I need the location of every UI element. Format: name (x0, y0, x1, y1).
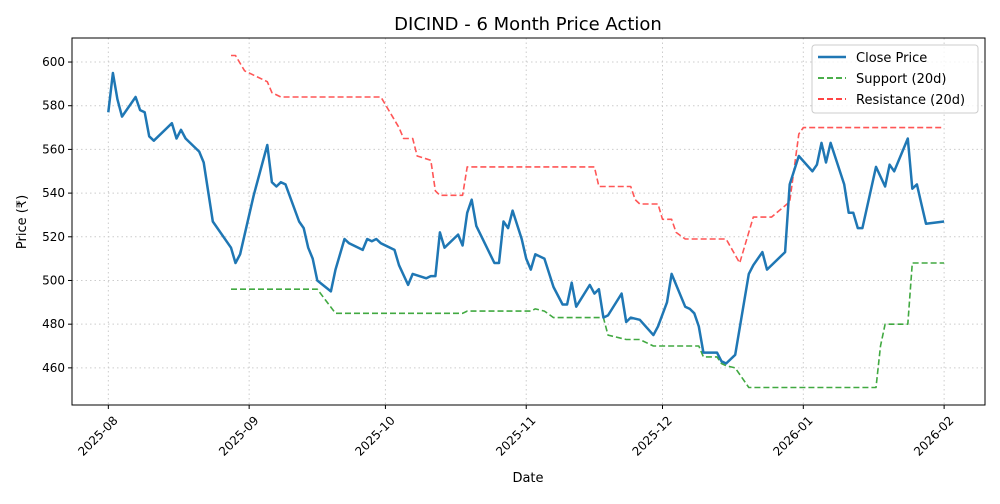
x-axis: 2025-08 2025-09 2025-10 2025-11 2025-12 2026-… (75, 405, 956, 459)
x-tick-label: 2026-02 (911, 413, 956, 458)
y-tick-label: 500 (42, 273, 65, 287)
x-axis-label: Date (512, 471, 543, 486)
y-tick-label: 480 (42, 317, 65, 331)
y-axis-label: Price (₹) (15, 195, 30, 249)
support-line (231, 262, 945, 389)
x-tick-label: 2026-01 (770, 413, 815, 458)
y-tick-label: 560 (42, 142, 65, 156)
legend: Close Price Support (20d) Resistance (20… (811, 44, 979, 114)
legend-box (811, 44, 979, 114)
resistance-line (231, 54, 945, 264)
x-tick-label: 2025-09 (216, 413, 261, 458)
close-price-line (107, 71, 945, 365)
y-tick-label: 460 (42, 361, 65, 375)
y-tick-label: 540 (42, 186, 65, 200)
legend-label-support: Support (20d) (856, 72, 946, 87)
x-tick-label: 2025-10 (352, 413, 397, 458)
y-axis: 460 480 500 520 540 560 580 600 (42, 55, 72, 375)
legend-label-resistance: Resistance (20d) (856, 93, 965, 108)
chart-title: DICIND - 6 Month Price Action (394, 14, 662, 35)
x-tick-label: 2025-08 (75, 413, 120, 458)
y-tick-label: 600 (42, 55, 65, 69)
x-tick-label: 2025-11 (493, 413, 538, 458)
series-group (107, 54, 945, 389)
plot-frame (71, 37, 986, 406)
x-tick-label: 2025-12 (629, 413, 674, 458)
legend-label-close: Close Price (856, 51, 927, 66)
y-tick-label: 520 (42, 230, 65, 244)
y-tick-label: 580 (42, 99, 65, 113)
